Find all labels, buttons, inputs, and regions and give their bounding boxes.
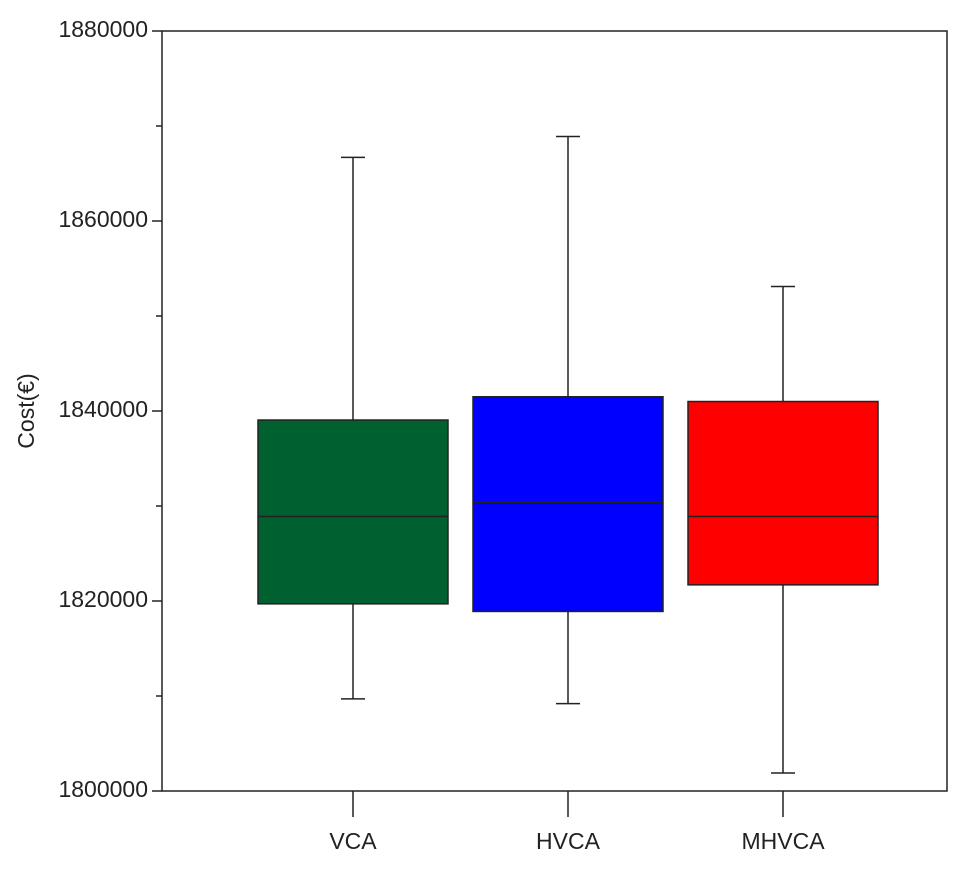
box — [257, 419, 449, 605]
box — [687, 400, 879, 586]
x-tick-label: HVCA — [536, 828, 601, 854]
x-tick-label: MHVCA — [741, 828, 825, 854]
y-tick-label: 1880000 — [58, 16, 148, 42]
y-tick-label: 1840000 — [58, 396, 148, 422]
box — [472, 396, 664, 613]
y-tick-label: 1860000 — [58, 206, 148, 232]
y-tick-label: 1800000 — [58, 776, 148, 802]
x-tick-label: VCA — [329, 828, 377, 854]
y-tick-label: 1820000 — [58, 586, 148, 612]
y-axis-label: Cost(€) — [13, 373, 39, 448]
